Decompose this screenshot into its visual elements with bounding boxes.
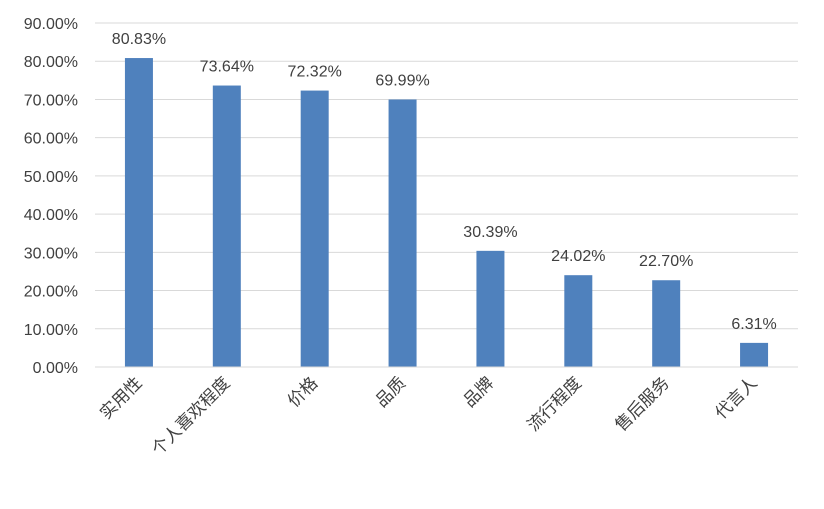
data-labels: 80.83% 73.64% 72.32% 69.99% 30.39% 24.02% 22.7… (112, 31, 777, 333)
x-category-label: 代言人 (711, 373, 761, 423)
y-tick-label: 30.00% (24, 245, 78, 262)
bar-value-label: 72.32% (288, 64, 342, 81)
y-tick-label: 20.00% (24, 284, 78, 301)
x-category-label: 个人喜欢程度 (148, 373, 234, 459)
x-category-label: 价格 (284, 373, 322, 411)
x-category-label: 售后服务 (611, 373, 673, 435)
bar (212, 85, 241, 367)
gridlines (95, 22, 798, 330)
y-axis-tick-labels: 0.00% 10.00% 20.00% 30.00% 40.00% 50.00% 60.00… (24, 16, 78, 377)
bar (652, 280, 681, 367)
bar-value-label: 73.64% (200, 59, 254, 76)
bar-value-label: 22.70% (639, 253, 693, 270)
x-category-label: 实用性 (96, 373, 146, 423)
bar (388, 99, 417, 367)
y-tick-label: 0.00% (33, 360, 78, 377)
bar-value-label: 80.83% (112, 31, 166, 48)
bar-value-label: 24.02% (551, 248, 605, 265)
bar (476, 250, 505, 367)
bar-value-label: 69.99% (375, 72, 429, 89)
x-category-label: 品质 (372, 373, 410, 411)
x-category-label: 流行程度 (524, 373, 586, 435)
bar (124, 58, 153, 368)
y-tick-label: 70.00% (24, 92, 78, 109)
x-category-label: 品牌 (460, 373, 498, 411)
y-tick-label: 80.00% (24, 54, 78, 71)
y-tick-label: 40.00% (24, 207, 78, 224)
bar (300, 90, 329, 367)
y-tick-label: 60.00% (24, 131, 78, 148)
bars (124, 58, 769, 368)
bar-value-label: 6.31% (731, 316, 776, 333)
y-tick-label: 90.00% (24, 16, 78, 33)
bar-value-label: 30.39% (463, 224, 517, 241)
bar (564, 275, 593, 367)
y-tick-label: 50.00% (24, 169, 78, 186)
bar (740, 342, 769, 367)
y-tick-label: 10.00% (24, 322, 78, 339)
x-axis-category-labels: 实用性 个人喜欢程度 价格 品质 品牌 流行程度 售后服务 代言人 (96, 373, 761, 459)
